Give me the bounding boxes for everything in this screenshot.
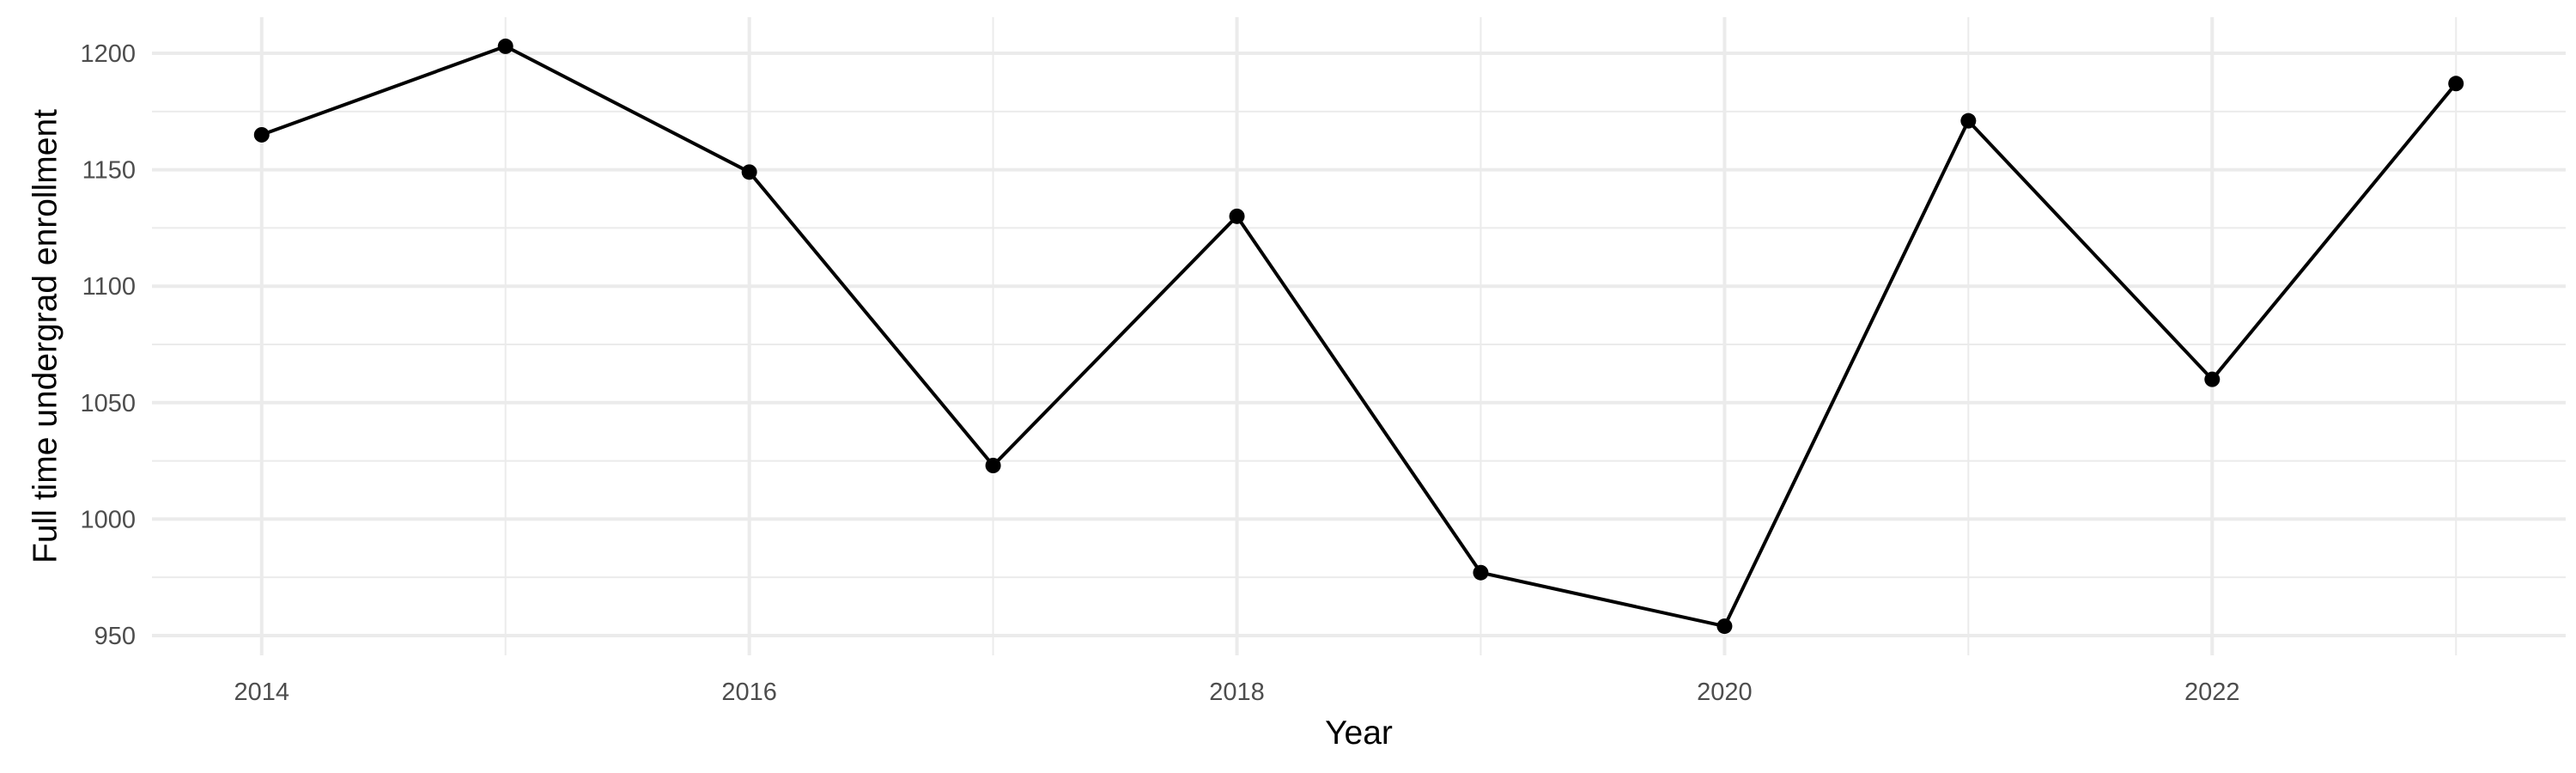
x-tick-label: 2020 [1697,679,1753,706]
y-axis-title: Full time undergrad enrollment [27,109,64,563]
data-point [253,126,270,143]
y-tick-label: 1100 [82,273,136,301]
x-axis-tick-labels: 2014 2016 2018 2020 2022 [234,679,2240,706]
series [261,44,2458,629]
x-tick-label: 2016 [721,679,777,706]
x-axis-title: Year [1325,715,1393,752]
data-point [985,457,1001,473]
y-axis-tick-labels: 950 1000 1050 1100 1150 1200 [80,40,136,650]
series-line [261,44,2458,629]
y-tick-label: 1050 [80,390,136,417]
data-point [2204,371,2221,387]
y-tick-label: 950 [94,623,136,650]
grid [152,17,2566,655]
x-tick-label: 2018 [1209,679,1265,706]
y-tick-label: 1200 [80,40,136,68]
y-tick-label: 1150 [82,157,136,185]
data-point [497,38,513,54]
y-tick-label: 1000 [80,506,136,533]
data-point [2448,76,2464,92]
x-tick-label: 2022 [2184,679,2240,706]
data-point [1473,564,1489,581]
data-point [741,164,757,180]
x-tick-label: 2014 [234,679,290,706]
data-point [1229,208,1245,224]
data-point [1716,618,1733,635]
data-points [253,38,2464,635]
data-point [1960,113,1977,129]
